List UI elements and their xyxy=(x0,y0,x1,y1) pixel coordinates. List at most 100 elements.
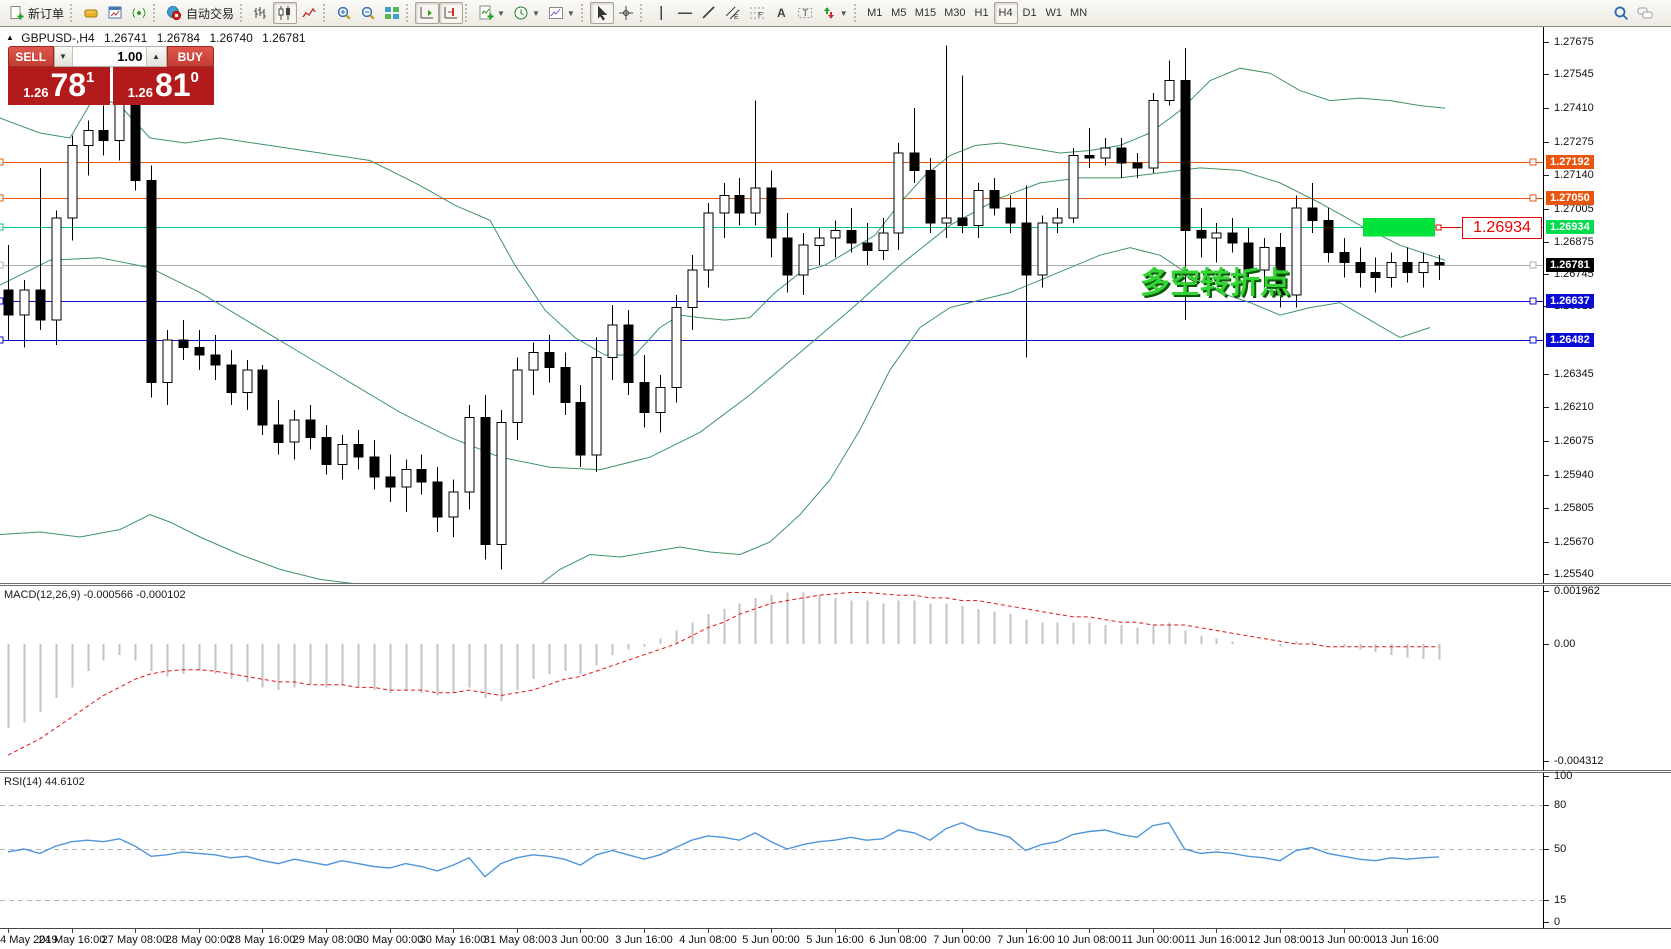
tf-m15-button[interactable]: M15 xyxy=(911,2,940,24)
tf-m30-button[interactable]: M30 xyxy=(940,2,969,24)
chevron-down-icon: ▼ xyxy=(59,52,67,61)
price-callout-label[interactable]: 1.26934 xyxy=(1462,217,1542,239)
new-order-button[interactable]: 新订单 xyxy=(4,2,68,24)
panel-splitter[interactable] xyxy=(0,583,1671,586)
new-order-icon xyxy=(8,5,24,21)
candle-body xyxy=(1227,232,1238,244)
trendline-button[interactable] xyxy=(697,2,721,24)
text-button[interactable]: A xyxy=(769,2,793,24)
buy-button[interactable]: BUY xyxy=(166,46,214,67)
chat-button[interactable] xyxy=(1633,2,1657,24)
tf-mn-button[interactable]: MN xyxy=(1066,2,1091,24)
tf-w1-button[interactable]: W1 xyxy=(1042,2,1067,24)
arrows-button[interactable]: ▼ xyxy=(817,2,852,24)
templates-button[interactable]: ▼ xyxy=(544,2,579,24)
price-axis[interactable]: 1.27675 1.27545 1.27410 1.27275 1.27140 1.270… xyxy=(1543,27,1671,583)
time-label: 24 May 2019 xyxy=(0,934,58,946)
time-axis[interactable]: 24 May 2019 24 May 16:00 27 May 08:00 28 Ma… xyxy=(0,928,1671,949)
candle-body xyxy=(1339,252,1350,264)
bid-price[interactable]: 1.26 78 1 xyxy=(8,67,110,105)
price-tick xyxy=(1544,142,1549,143)
toolbar-grip xyxy=(406,4,411,22)
bid-prefix: 1.26 xyxy=(23,85,49,100)
volume-input[interactable] xyxy=(72,47,146,66)
new-chart-button[interactable] xyxy=(103,2,127,24)
tf-m1-button[interactable]: M1 xyxy=(863,2,887,24)
candle-body xyxy=(289,419,300,443)
volume-increase-button[interactable]: ▲ xyxy=(145,47,166,66)
time-label: 29 May 08:00 xyxy=(292,934,360,946)
tf-d1-button[interactable]: D1 xyxy=(1018,2,1042,24)
main-chart[interactable]: 多空转折点 1.26934 xyxy=(0,27,1543,583)
zoom-in-button[interactable] xyxy=(332,2,356,24)
macd-chart[interactable] xyxy=(0,586,1543,770)
tf-h1-button[interactable]: H1 xyxy=(970,2,994,24)
search-button[interactable] xyxy=(1609,2,1633,24)
ask-price[interactable]: 1.26 81 0 xyxy=(112,67,214,105)
vertical-line-icon xyxy=(653,5,669,21)
price-tick-label: 1.25540 xyxy=(1554,568,1594,580)
fibonacci-button[interactable]: F xyxy=(745,2,769,24)
collapse-arrow-icon[interactable]: ▲ xyxy=(6,33,14,42)
candle-body xyxy=(671,307,682,388)
candle-body xyxy=(973,189,984,226)
fibonacci-icon: F xyxy=(749,5,765,21)
rsi-chart[interactable] xyxy=(0,773,1543,928)
rsi-panel: RSI(14) 44.6102 100 80 50 15 0 xyxy=(0,770,1671,928)
auto-scroll-button[interactable] xyxy=(415,2,440,24)
tf-h4-button-label: H4 xyxy=(998,7,1013,19)
time-tick xyxy=(708,929,709,933)
time-label: 11 Jun 16:00 xyxy=(1184,934,1248,946)
candle-body xyxy=(1307,207,1318,221)
candle-body xyxy=(1037,222,1048,276)
candle-body xyxy=(353,444,364,458)
time-label: 4 Jun 08:00 xyxy=(679,934,737,946)
chevron-down-icon: ▼ xyxy=(566,8,575,18)
tile-windows-button[interactable] xyxy=(380,2,404,24)
rsi-tick-label: 100 xyxy=(1554,770,1573,782)
candlestick-button[interactable] xyxy=(273,2,298,24)
trendline-icon xyxy=(701,5,717,21)
price-tick-label: 1.27005 xyxy=(1554,203,1594,215)
macd-axis: 0.001962 0.00 -0.004312 xyxy=(1543,585,1671,770)
bollinger-lower-band xyxy=(0,247,1431,583)
macd-tick-label: -0.004312 xyxy=(1554,755,1604,767)
candle-body xyxy=(178,339,189,348)
periods-button[interactable]: ▼ xyxy=(509,2,544,24)
text-icon: A xyxy=(773,5,789,21)
candle-body xyxy=(830,229,841,239)
panel-splitter[interactable] xyxy=(0,770,1671,773)
rsi-tick-label: 15 xyxy=(1554,894,1567,906)
candle-body xyxy=(862,242,873,251)
tf-h4-button[interactable]: H4 xyxy=(993,2,1018,24)
tile-windows-icon xyxy=(384,5,400,21)
symbols-icon xyxy=(83,5,99,21)
time-tick xyxy=(1407,929,1408,933)
bollinger-upper-band xyxy=(0,67,1446,356)
horizontal-line-button[interactable] xyxy=(673,2,697,24)
line-chart-button[interactable] xyxy=(297,2,321,24)
bar-chart-button[interactable] xyxy=(249,2,273,24)
candle-body xyxy=(242,369,253,393)
volume-decrease-button[interactable]: ▼ xyxy=(54,47,73,66)
cursor-button[interactable] xyxy=(589,2,614,24)
zoom-out-button[interactable] xyxy=(356,2,380,24)
chart-shift-button[interactable] xyxy=(439,2,464,24)
crosshair-button[interactable] xyxy=(614,2,638,24)
tf-m5-button[interactable]: M5 xyxy=(887,2,911,24)
symbols-button[interactable] xyxy=(79,2,103,24)
macd-tick xyxy=(1544,644,1549,645)
autotrading-button[interactable]: 自动交易 xyxy=(162,2,238,24)
tf-m5-button-label: M5 xyxy=(891,7,907,19)
chart-annotation-text[interactable]: 多空转折点 xyxy=(1140,267,1290,300)
channel-button[interactable]: E xyxy=(721,2,745,24)
label-button[interactable]: T xyxy=(793,2,817,24)
indicators-button[interactable]: ▼ xyxy=(474,2,509,24)
candle-body xyxy=(67,145,78,219)
sell-button[interactable]: SELL xyxy=(8,46,54,67)
signals-button[interactable] xyxy=(127,2,151,24)
vertical-line-button[interactable] xyxy=(649,2,673,24)
price-tick xyxy=(1544,274,1549,275)
candle-body xyxy=(3,289,14,316)
bar-chart-icon xyxy=(253,5,269,21)
